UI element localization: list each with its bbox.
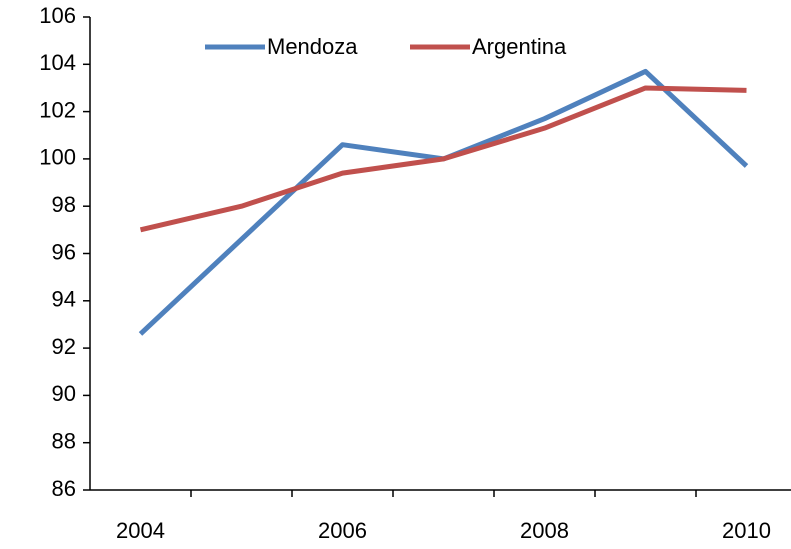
y-tick-label: 98 <box>52 192 76 217</box>
y-tick-label: 90 <box>52 381 76 406</box>
y-tick-label: 86 <box>52 476 76 501</box>
series-line <box>139 85 747 233</box>
y-tick-label: 94 <box>52 287 76 312</box>
y-tick-label: 102 <box>39 97 76 122</box>
y-tick-label: 106 <box>39 3 76 28</box>
x-tick-label: 2010 <box>722 518 771 543</box>
y-tick-label: 96 <box>52 239 76 264</box>
y-tick-label: 104 <box>39 50 76 75</box>
y-tick-label: 92 <box>52 334 76 359</box>
x-tick-label: 2008 <box>520 518 569 543</box>
x-tick-label: 2004 <box>116 518 165 543</box>
series-line <box>138 68 749 336</box>
y-tick-label: 100 <box>39 145 76 170</box>
y-tick-label: 88 <box>52 429 76 454</box>
x-tick-label: 2006 <box>318 518 367 543</box>
legend-label: Mendoza <box>267 34 358 59</box>
legend-label: Argentina <box>472 34 567 59</box>
